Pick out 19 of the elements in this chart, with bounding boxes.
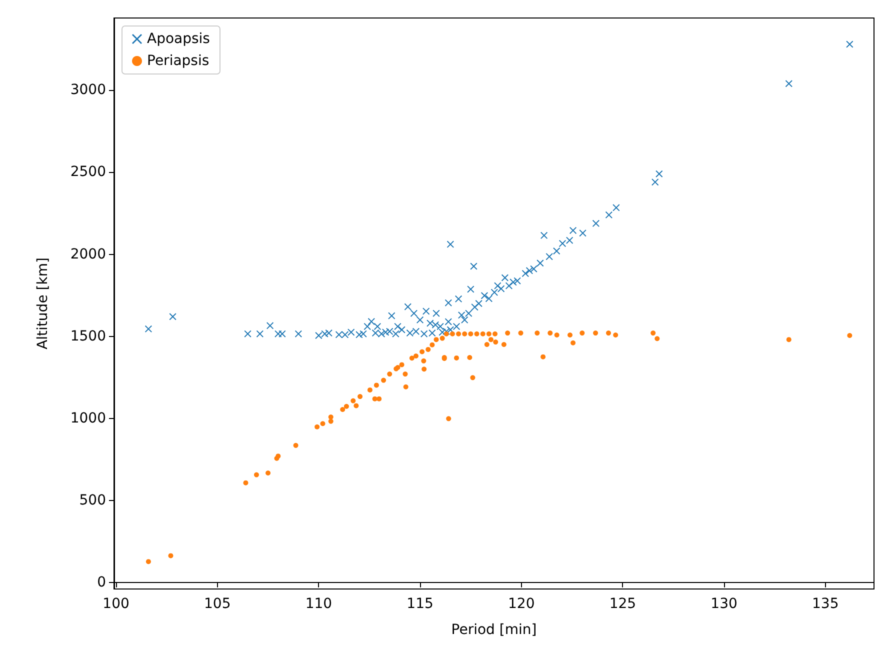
y-tick-label: 0 [97,574,106,590]
y-tick-label: 2000 [70,246,106,262]
x-tick-label: 100 [102,596,130,612]
x-tick-label: 125 [609,596,636,612]
x-tick-label: 115 [406,596,434,612]
x-tick-label: 105 [204,596,231,612]
legend-label: Periapsis [147,53,210,69]
y-tick-label: 500 [79,492,106,508]
x-tick-label: 135 [812,596,839,612]
x-tick-label: 130 [710,596,738,612]
y-tick-label: 2500 [70,164,106,180]
y-tick-label: 1000 [70,410,106,426]
y-axis-title: Altitude [km] [35,258,51,350]
y-tick-label: 3000 [70,82,106,98]
y-tick-label: 1500 [70,328,106,344]
x-axis-title: Period [min] [451,622,537,638]
legend-label: Apoapsis [147,31,210,47]
x-tick-label: 120 [508,596,535,612]
x-tick-label: 110 [305,596,332,612]
